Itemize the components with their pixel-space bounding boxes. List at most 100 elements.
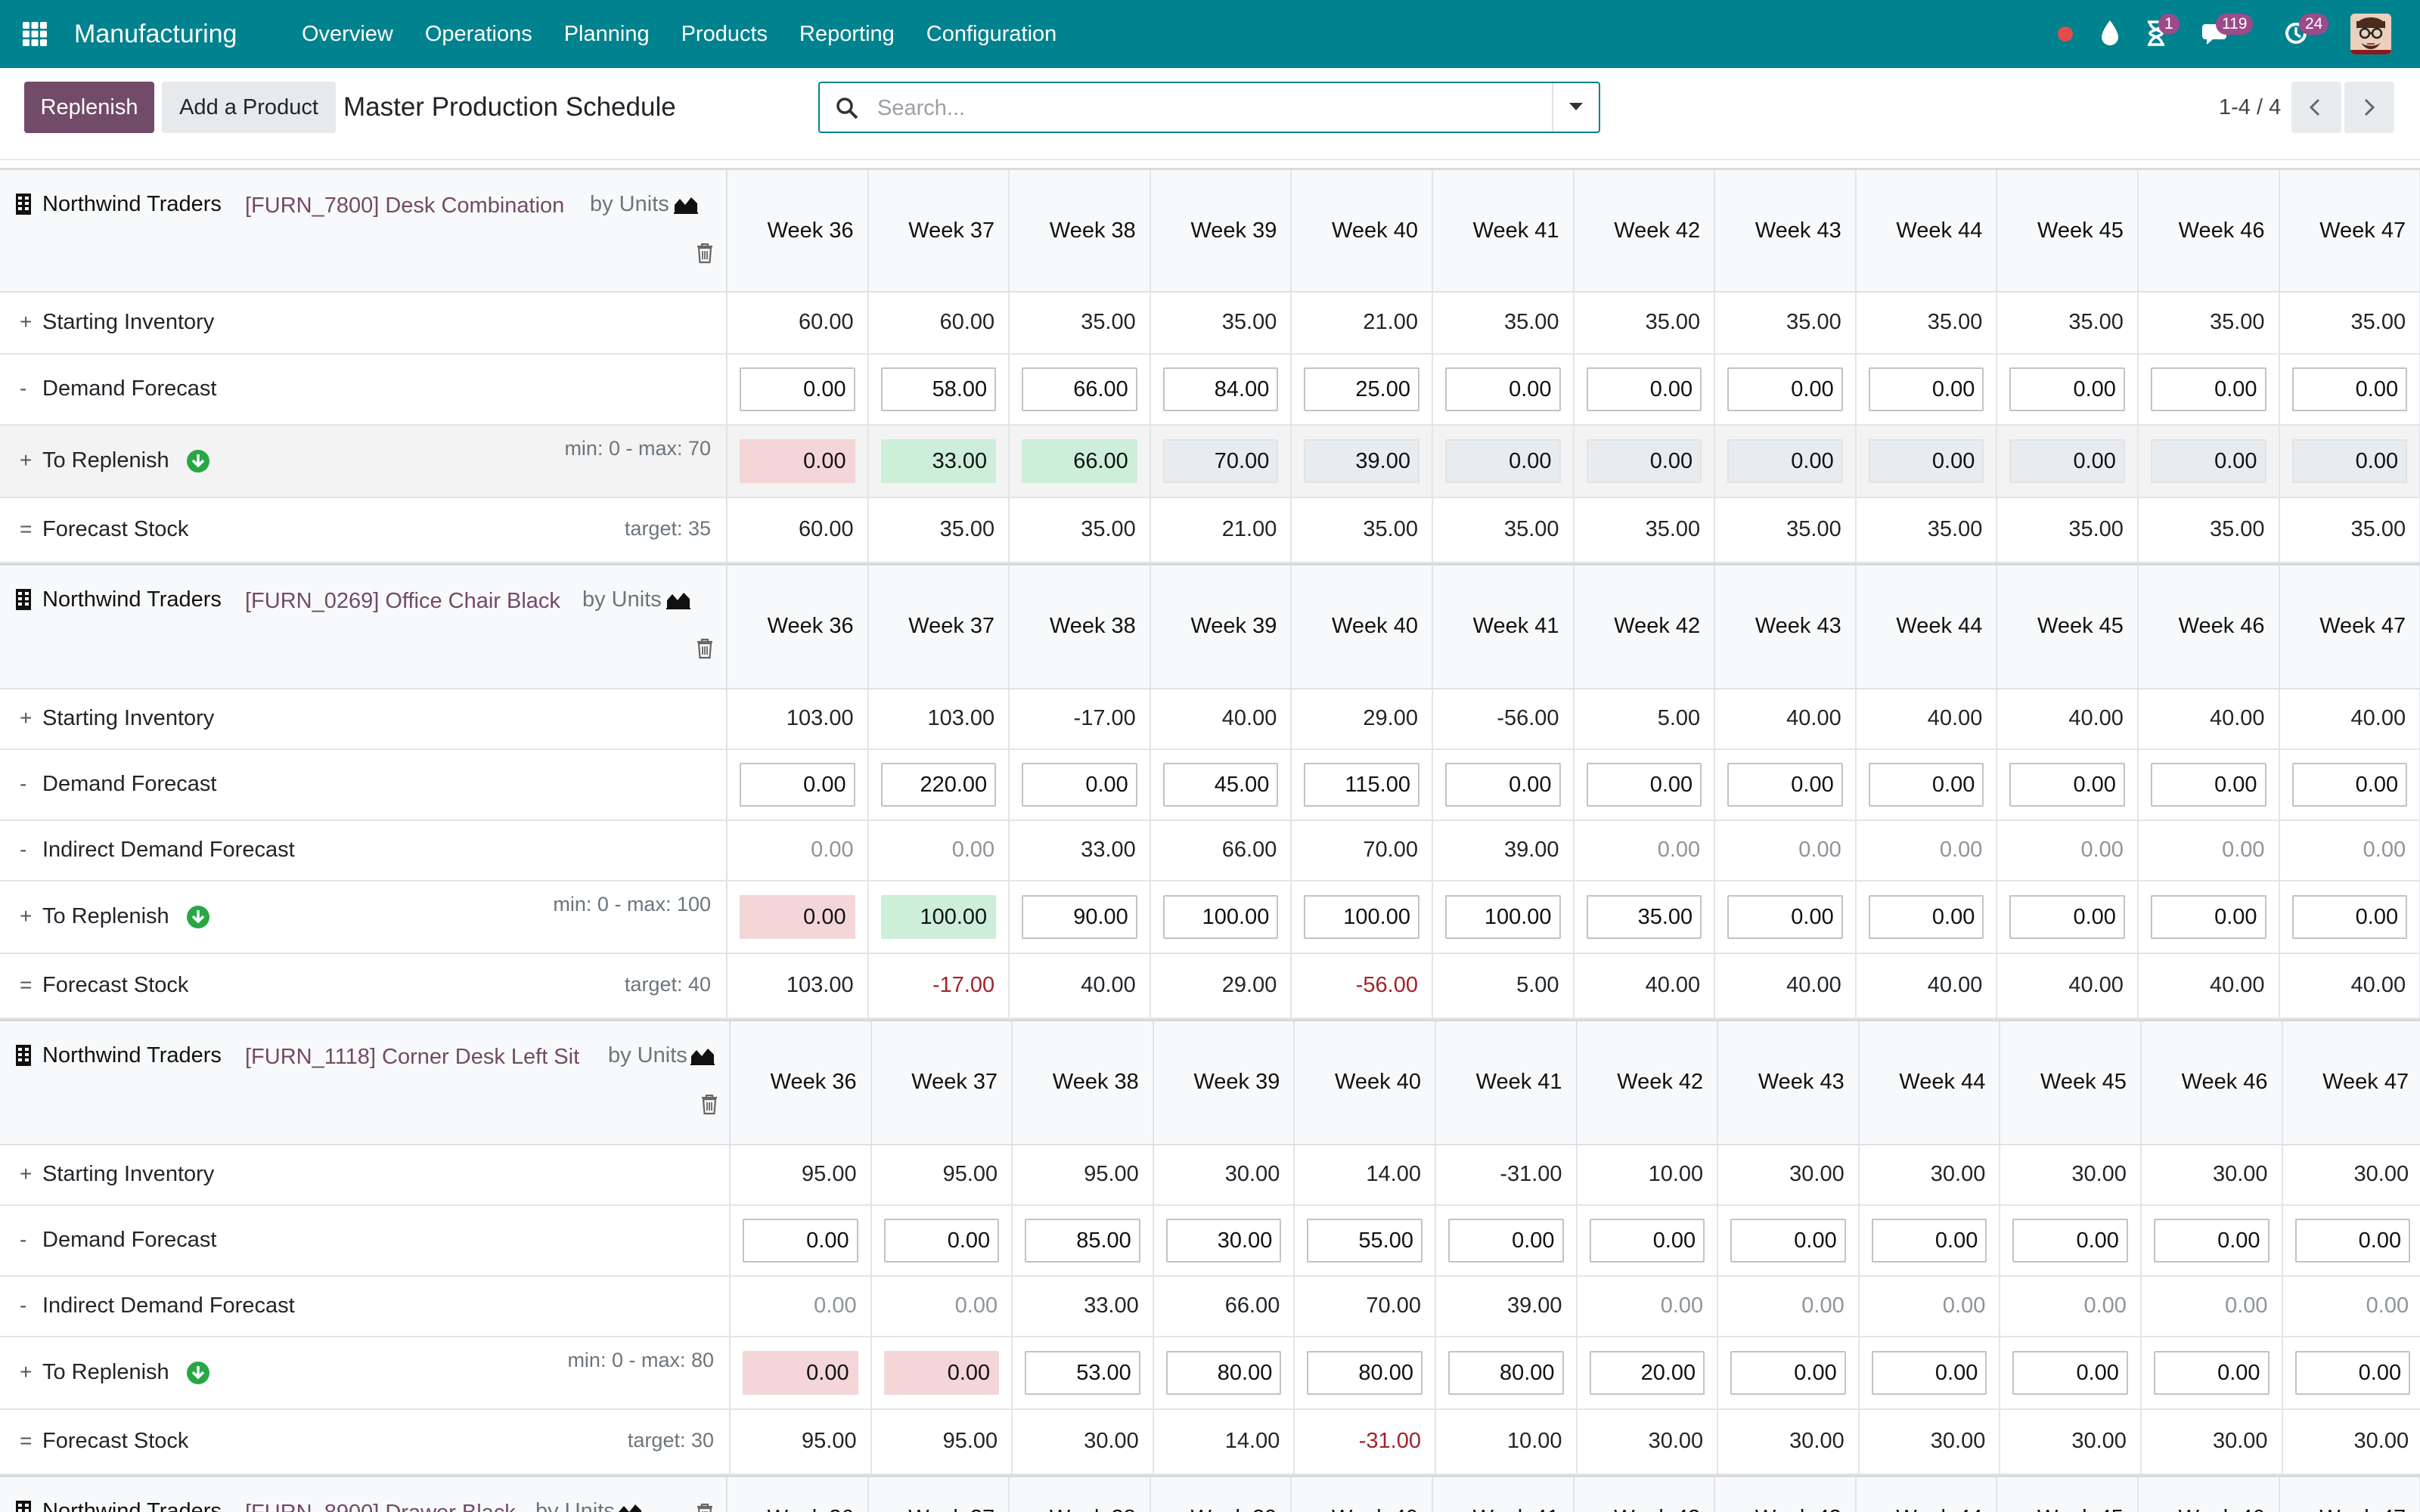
demand-forecast-input[interactable]: 0.00 xyxy=(2012,1219,2128,1263)
demand-forecast-input[interactable]: 0.00 xyxy=(883,1219,1000,1263)
demand-forecast-input[interactable]: 0.00 xyxy=(1444,367,1561,411)
trash-icon[interactable] xyxy=(700,1094,718,1119)
replenish-quantity-input[interactable]: 0.00 xyxy=(2150,895,2266,939)
row-operator[interactable]: + xyxy=(20,448,33,472)
row-operator[interactable]: + xyxy=(20,1162,33,1185)
replenish-quantity-input[interactable]: 0.00 xyxy=(2150,439,2266,483)
replenish-quantity-input[interactable]: 0.00 xyxy=(740,895,855,939)
replenish-quantity-input[interactable]: 80.00 xyxy=(1447,1351,1564,1395)
demand-forecast-input[interactable]: 115.00 xyxy=(1304,763,1419,807)
replenish-quantity-input[interactable]: 0.00 xyxy=(2153,1351,2270,1395)
search-bar[interactable] xyxy=(818,82,1600,133)
product-link[interactable]: [FURN_7800] Desk Combination xyxy=(245,194,565,218)
replenish-quantity-input[interactable]: 80.00 xyxy=(1307,1351,1423,1395)
menu-operations[interactable]: Operations xyxy=(424,22,532,46)
demand-forecast-input[interactable]: 0.00 xyxy=(740,763,855,807)
row-operator[interactable]: + xyxy=(20,1360,33,1383)
replenish-quantity-input[interactable]: 20.00 xyxy=(1589,1351,1705,1395)
demand-forecast-input[interactable]: 66.00 xyxy=(1022,367,1137,411)
replenish-quantity-input[interactable]: 66.00 xyxy=(1022,439,1137,483)
replenish-quantity-input[interactable]: 53.00 xyxy=(1025,1351,1140,1395)
demand-forecast-input[interactable]: 0.00 xyxy=(2150,763,2266,807)
demand-forecast-input[interactable]: 30.00 xyxy=(1165,1219,1282,1263)
app-title[interactable]: Manufacturing xyxy=(74,20,237,48)
demand-forecast-input[interactable]: 0.00 xyxy=(1730,1219,1846,1263)
replenish-quantity-input[interactable]: 0.00 xyxy=(1871,1351,1987,1395)
row-operator[interactable]: + xyxy=(20,706,33,730)
menu-reporting[interactable]: Reporting xyxy=(799,22,895,46)
product-link[interactable]: [FURN_1118] Corner Desk Left Sit xyxy=(245,1045,580,1069)
replenish-quantity-input[interactable]: 0.00 xyxy=(2012,1351,2128,1395)
area-chart-icon[interactable] xyxy=(666,590,691,613)
demand-forecast-input[interactable]: 0.00 xyxy=(2009,763,2125,807)
demand-forecast-input[interactable]: 0.00 xyxy=(1586,763,1702,807)
replenish-quantity-input[interactable]: 0.00 xyxy=(2009,895,2125,939)
demand-forecast-input[interactable]: 55.00 xyxy=(1307,1219,1423,1263)
demand-forecast-input[interactable]: 0.00 xyxy=(2294,1219,2411,1263)
replenish-arrow-icon[interactable] xyxy=(186,1361,210,1389)
menu-configuration[interactable]: Configuration xyxy=(926,22,1057,46)
demand-forecast-input[interactable]: 0.00 xyxy=(1589,1219,1705,1263)
demand-forecast-input[interactable]: 220.00 xyxy=(880,763,997,807)
replenish-quantity-input[interactable]: 100.00 xyxy=(1444,895,1561,939)
menu-planning[interactable]: Planning xyxy=(563,22,650,46)
demand-forecast-input[interactable]: 0.00 xyxy=(2009,367,2125,411)
menu-products[interactable]: Products xyxy=(681,22,768,46)
demand-forecast-input[interactable]: 45.00 xyxy=(1162,763,1279,807)
demand-forecast-input[interactable]: 84.00 xyxy=(1162,367,1279,411)
demand-forecast-input[interactable]: 0.00 xyxy=(2153,1219,2270,1263)
trash-icon[interactable] xyxy=(696,638,714,663)
product-link[interactable]: [FURN_0269] Office Chair Black xyxy=(245,589,560,613)
replenish-quantity-input[interactable]: 0.00 xyxy=(1727,895,1843,939)
demand-forecast-input[interactable]: 0.00 xyxy=(2291,763,2408,807)
trash-icon[interactable] xyxy=(696,243,714,268)
menu-overview[interactable]: Overview xyxy=(302,22,393,46)
pager-value[interactable]: 1-4 / 4 xyxy=(2219,95,2282,119)
search-options-toggle[interactable] xyxy=(1552,83,1599,132)
demand-forecast-input[interactable]: 85.00 xyxy=(1025,1219,1140,1263)
demand-forecast-input[interactable]: 58.00 xyxy=(880,367,997,411)
updates-icon[interactable] xyxy=(2282,20,2310,54)
demand-forecast-input[interactable]: 0.00 xyxy=(743,1219,858,1263)
replenish-quantity-input[interactable]: 0.00 xyxy=(1730,1351,1846,1395)
pager-previous-button[interactable] xyxy=(2291,82,2341,133)
replenish-quantity-input[interactable]: 33.00 xyxy=(880,439,997,483)
area-chart-icon[interactable] xyxy=(690,1046,715,1069)
replenish-quantity-input[interactable]: 90.00 xyxy=(1022,895,1137,939)
row-operator[interactable]: + xyxy=(20,310,33,333)
trash-icon[interactable] xyxy=(696,1503,714,1512)
replenish-arrow-icon[interactable] xyxy=(186,905,210,933)
demand-forecast-input[interactable]: 0.00 xyxy=(2291,367,2408,411)
demand-forecast-input[interactable]: 0.00 xyxy=(1871,1219,1987,1263)
area-chart-icon[interactable] xyxy=(673,194,699,218)
row-operator[interactable]: + xyxy=(20,904,33,928)
replenish-quantity-input[interactable]: 0.00 xyxy=(743,1351,858,1395)
activity-clock-icon[interactable] xyxy=(2143,20,2169,54)
product-link[interactable]: [FURN_8900] Drawer Black xyxy=(245,1498,516,1512)
demand-forecast-input[interactable]: 0.00 xyxy=(1444,763,1561,807)
replenish-quantity-input[interactable]: 100.00 xyxy=(1304,895,1419,939)
replenish-quantity-input[interactable]: 0.00 xyxy=(2291,895,2408,939)
replenish-quantity-input[interactable]: 39.00 xyxy=(1304,439,1419,483)
replenish-quantity-input[interactable]: 0.00 xyxy=(1586,439,1702,483)
pager-next-button[interactable] xyxy=(2344,82,2394,133)
replenish-quantity-input[interactable]: 0.00 xyxy=(2009,439,2125,483)
replenish-quantity-input[interactable]: 0.00 xyxy=(1868,439,1984,483)
demand-forecast-input[interactable]: 25.00 xyxy=(1304,367,1419,411)
replenish-quantity-input[interactable]: 0.00 xyxy=(1868,895,1984,939)
demand-forecast-input[interactable]: 0.00 xyxy=(1447,1219,1564,1263)
demand-forecast-input[interactable]: 0.00 xyxy=(1727,763,1843,807)
demand-forecast-input[interactable]: 0.00 xyxy=(1022,763,1137,807)
apps-menu-icon[interactable] xyxy=(21,20,48,48)
replenish-quantity-input[interactable]: 0.00 xyxy=(883,1351,1000,1395)
replenish-quantity-input[interactable]: 0.00 xyxy=(740,439,855,483)
recording-dot-icon[interactable] xyxy=(2055,24,2075,59)
replenish-quantity-input[interactable]: 0.00 xyxy=(2291,439,2408,483)
demand-forecast-input[interactable]: 0.00 xyxy=(1727,367,1843,411)
user-avatar[interactable] xyxy=(2350,14,2391,54)
replenish-quantity-input[interactable]: 100.00 xyxy=(880,895,997,939)
drop-icon[interactable] xyxy=(2099,18,2121,53)
replenish-quantity-input[interactable]: 0.00 xyxy=(1727,439,1843,483)
replenish-quantity-input[interactable]: 0.00 xyxy=(2294,1351,2411,1395)
demand-forecast-input[interactable]: 0.00 xyxy=(740,367,855,411)
